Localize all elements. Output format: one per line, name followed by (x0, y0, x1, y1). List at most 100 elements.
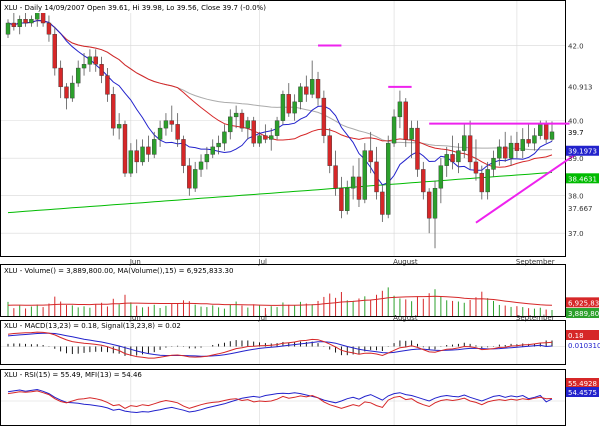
price-axis: 37.0 38.0 39.0 40.0 42.0 (568, 43, 584, 239)
rsi-lines (7, 388, 553, 414)
candle-body (210, 146, 215, 155)
rsi-line (7, 390, 553, 409)
candle-body (538, 124, 543, 136)
candle-body (192, 169, 198, 189)
candle-body (169, 120, 174, 125)
month-label-volume: Jul (258, 314, 268, 322)
candle-body (432, 187, 438, 219)
price-panel: 37.0 38.0 39.0 40.0 42.0 Jun Jun Jul Jul August A… (0, 0, 599, 322)
candle-body (298, 86, 303, 103)
annotation-line (475, 153, 576, 224)
candle-body (485, 169, 490, 193)
candle-body (222, 131, 227, 144)
rsi-title: XLU - RSI(15) = 55.49, MFI(13) = 54.46 (4, 371, 142, 379)
month-label-volume: Jun (129, 314, 141, 322)
candle-body (374, 161, 379, 193)
candle-body (362, 150, 368, 200)
candle-body (409, 127, 414, 140)
mfi-tag-bg (566, 387, 599, 397)
candle-body (93, 56, 98, 65)
macd-tags: 0.18 0.0103105 (566, 330, 600, 350)
volume-tag: 3,889,80 (568, 310, 599, 318)
candle-body (549, 131, 555, 140)
macd-signal-tag: 0.0103105 (568, 342, 600, 350)
candle-body (514, 142, 520, 151)
candle-body (508, 142, 514, 159)
candle-body (23, 19, 28, 24)
price-tag: 39.7 (568, 129, 584, 137)
price-annotations (318, 44, 576, 224)
month-label: Jun (129, 258, 141, 266)
candle-body (29, 19, 34, 24)
candle-body (520, 139, 525, 151)
candle-body (421, 169, 426, 193)
candle-body (497, 146, 502, 159)
price-tag-bg (566, 203, 599, 214)
macd-tag: 0.18 (568, 332, 584, 340)
price-tick-label: 39.0 (568, 155, 584, 163)
price-tick-label: 37.0 (568, 230, 584, 238)
mfi-tag: 54.4575 (568, 389, 597, 397)
candle-body (239, 112, 245, 129)
mfi-line (7, 388, 553, 414)
macd-lines (7, 331, 553, 359)
macd-tag-bg (566, 330, 599, 340)
candle-body (216, 142, 221, 148)
candle-body (81, 64, 87, 69)
volume-bars (7, 287, 553, 316)
candle-body (187, 165, 192, 189)
candle-body (11, 22, 17, 27)
candle-body (75, 67, 81, 84)
candle-body (233, 112, 239, 118)
candle-body (280, 94, 286, 121)
candle-body (315, 79, 321, 99)
candle-body (479, 172, 485, 193)
candle-body (426, 191, 432, 219)
candle-body (228, 116, 233, 133)
candle-body (456, 150, 461, 163)
month-label: Jul (258, 258, 268, 266)
price-title: XLU - Daily 14/09/2007 Open 39.61, Hi 39… (4, 4, 266, 12)
candle-body (286, 94, 291, 114)
candle-body (339, 187, 344, 211)
candle-body (263, 135, 268, 140)
candle-body (116, 124, 122, 129)
macd-line (7, 331, 553, 359)
candle-body (304, 86, 309, 95)
price-tick-label: 40.0 (568, 118, 584, 126)
candle-body (111, 94, 116, 129)
candle-body (403, 101, 408, 140)
candle-body (543, 124, 549, 140)
candle-body (157, 127, 163, 140)
volume-title: XLU - Volume() = 3,889,800.00, MA(Volume… (4, 267, 233, 275)
rsi-tag: 55.4928 (568, 380, 597, 388)
candle-body (292, 101, 297, 114)
price-moving-averages (7, 19, 553, 214)
rsi-tag-bg (566, 378, 599, 388)
candle-body (415, 127, 420, 170)
price-tag: 37.667 (568, 205, 593, 213)
price-tag: 39.1973 (568, 148, 597, 156)
month-label: September (516, 258, 555, 266)
candle-body (321, 97, 327, 136)
candle-body (327, 135, 332, 166)
candle-body (450, 154, 455, 163)
candle-body (140, 146, 145, 163)
candle-body (309, 79, 315, 95)
candle-body (444, 154, 449, 166)
price-tag: 38.4631 (568, 175, 597, 183)
candle-body (386, 142, 391, 215)
price-tick-label: 38.0 (568, 193, 584, 201)
macd-signal-tag-bg (566, 340, 599, 350)
candle-body (245, 120, 251, 129)
candle-body (40, 11, 46, 24)
price-grid (1, 1, 565, 256)
macd-title: XLU - MACD(13,23) = 0.18, Signal(13,23,8… (4, 322, 181, 330)
candle-body (491, 157, 496, 170)
candle-body (251, 120, 256, 144)
candle-body (5, 22, 11, 35)
price-tag-bg (566, 126, 599, 137)
